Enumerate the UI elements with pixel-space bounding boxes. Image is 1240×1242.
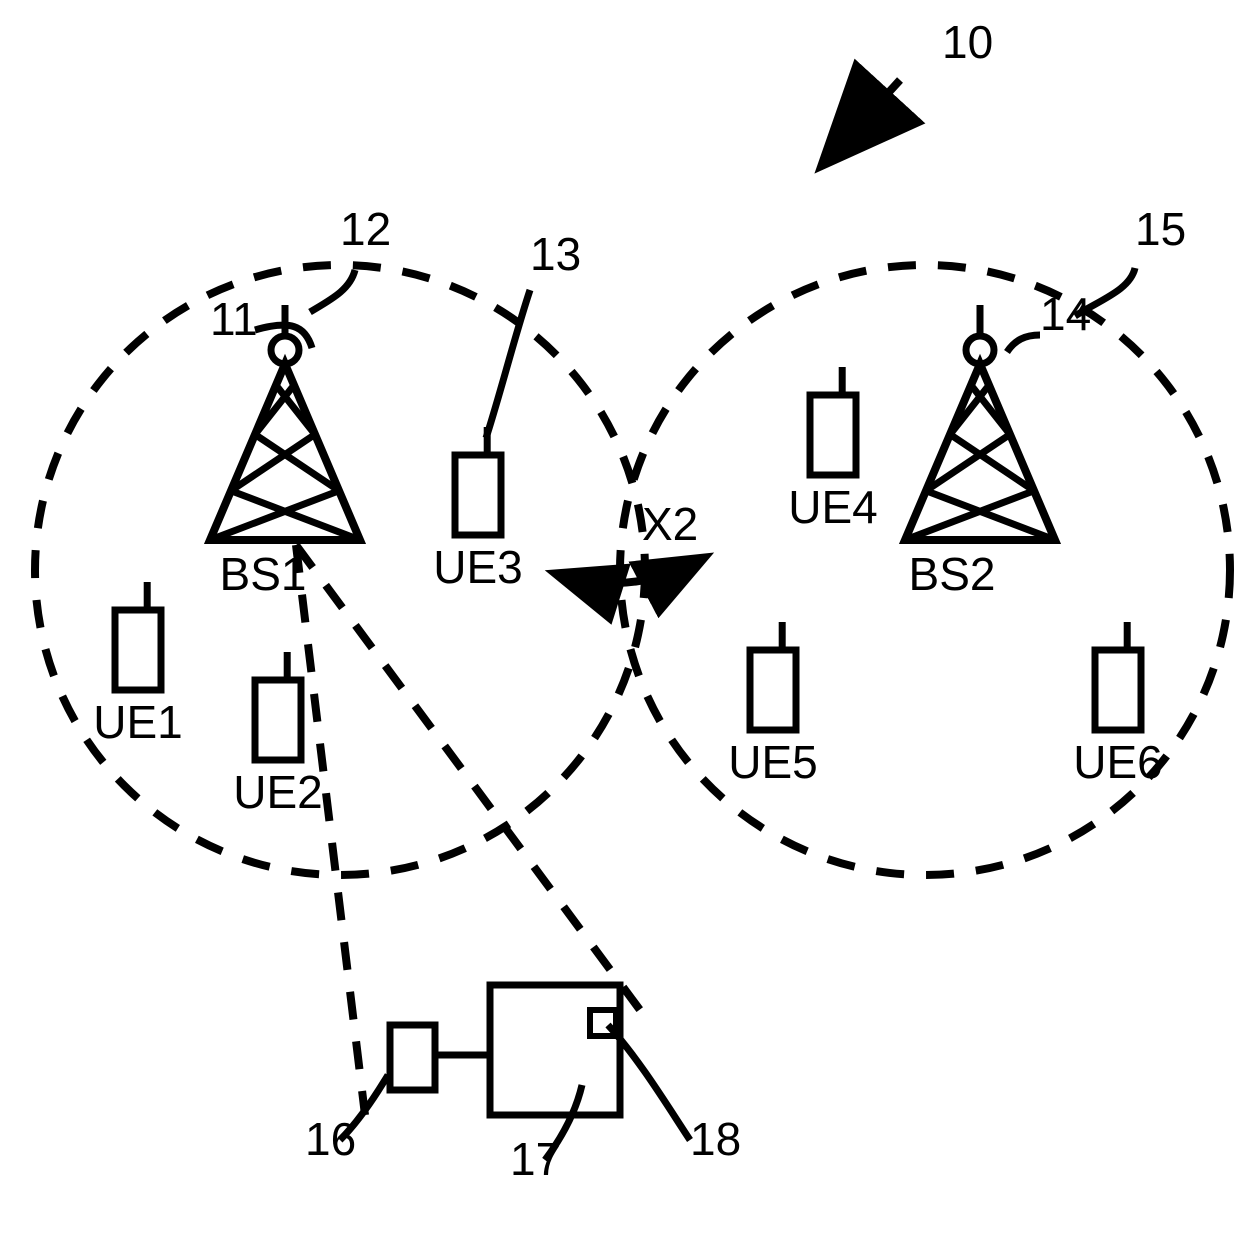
x2-label: X2 — [642, 498, 698, 550]
leader-14 — [1007, 335, 1040, 352]
figure-arrow — [836, 80, 900, 150]
ue5-label: UE5 — [728, 736, 817, 788]
x2-link — [560, 560, 700, 583]
leader-label-15: 15 — [1135, 203, 1186, 255]
leader-label-12: 12 — [340, 203, 391, 255]
ue3 — [455, 427, 501, 535]
ue2-label: UE2 — [233, 766, 322, 818]
ue4-label: UE4 — [788, 481, 877, 533]
ue4 — [810, 367, 856, 475]
ue5 — [750, 622, 796, 730]
ue3-label: UE3 — [433, 541, 522, 593]
figure-label: 10 — [942, 16, 993, 68]
device-17 — [490, 985, 620, 1115]
leader-label-16: 16 — [305, 1113, 356, 1165]
ue6 — [1095, 622, 1141, 730]
leader-label-11: 11 — [210, 293, 258, 345]
bs1-label: BS1 — [220, 548, 307, 600]
ue1-label: UE1 — [93, 696, 182, 748]
leader-label-18: 18 — [690, 1113, 741, 1165]
beam-right — [296, 545, 640, 1010]
cell1 — [35, 265, 645, 875]
bs2-label: BS2 — [909, 548, 996, 600]
ue1 — [115, 582, 161, 690]
leader-12 — [310, 270, 355, 312]
leader-label-17: 17 — [510, 1133, 561, 1185]
bs2 — [905, 305, 1055, 540]
device-16 — [390, 1025, 435, 1090]
leader-label-13: 13 — [530, 228, 581, 280]
ue2 — [255, 652, 301, 760]
ue6-label: UE6 — [1073, 736, 1162, 788]
